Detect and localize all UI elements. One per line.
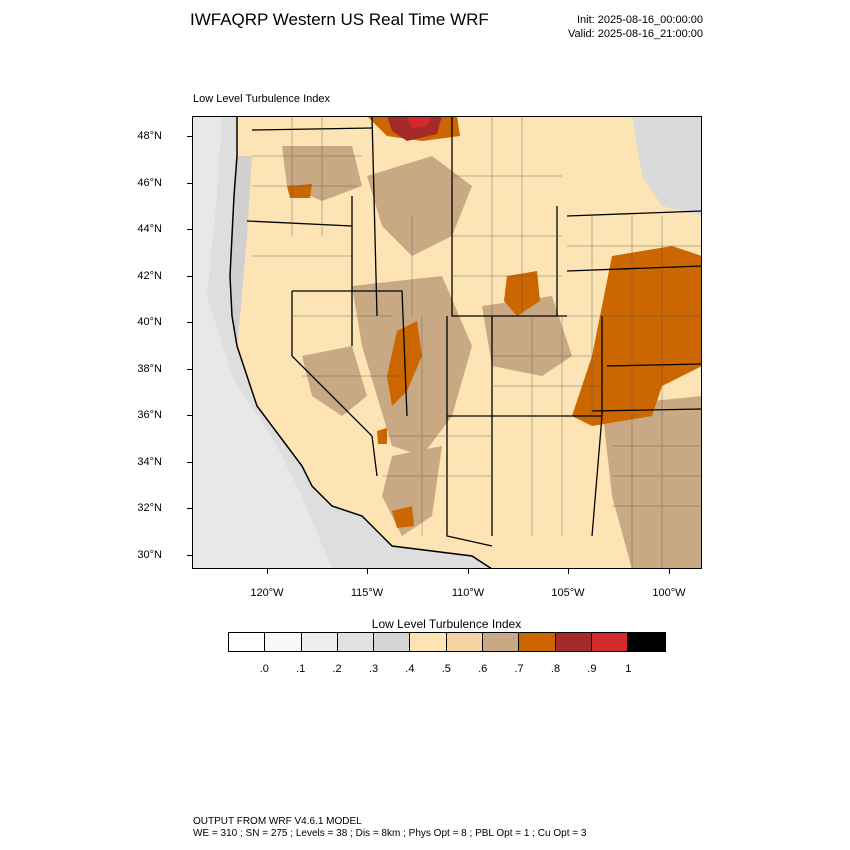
colorbar-label: .8 xyxy=(550,663,561,675)
lat-tick xyxy=(187,369,192,370)
colorbar-box xyxy=(483,633,520,651)
colorbar-box xyxy=(446,633,484,651)
lon-tick xyxy=(367,569,368,574)
lat-label-36: 36°N xyxy=(137,409,162,421)
lat-label-46: 46°N xyxy=(137,177,162,189)
footer-model: OUTPUT FROM WRF V4.6.1 MODEL xyxy=(193,816,362,827)
lat-tick xyxy=(187,508,192,509)
lon-tick xyxy=(267,569,268,574)
wy-mt-border xyxy=(451,116,567,317)
colorbar-label: .1 xyxy=(296,663,306,675)
or-south-border xyxy=(246,220,353,227)
footer-settings: WE = 310 ; SN = 275 ; Levels = 38 ; Dis … xyxy=(193,828,587,839)
lat-tick xyxy=(187,183,192,184)
patch-09-montana xyxy=(407,116,432,128)
colorbar-label: 1 xyxy=(625,663,632,675)
lon-label-115: 115°W xyxy=(350,587,384,599)
wa-north-border xyxy=(251,127,373,131)
ks-ok-border xyxy=(591,408,702,412)
coastal-gray xyxy=(230,156,252,346)
coastline xyxy=(229,116,493,569)
plot-title: IWFAQRP Western US Real Time WRF xyxy=(190,10,489,29)
map-field-label: Low Level Turbulence Index xyxy=(193,93,330,105)
patch-07-kansas xyxy=(572,246,702,426)
colorbar-box xyxy=(265,633,302,651)
lon-label-120: 120°W xyxy=(250,587,284,599)
az-nm-border xyxy=(446,316,493,547)
ne-ks-border xyxy=(606,363,702,367)
colorbar-box xyxy=(410,633,447,651)
sd-ne-border2 xyxy=(566,265,702,272)
lon-label-110: 110°W xyxy=(451,587,485,599)
colorbar-box xyxy=(555,633,592,651)
lon-label-100: 100°W xyxy=(652,587,686,599)
map-frame xyxy=(192,116,702,569)
colorbar-box xyxy=(628,633,665,651)
lat-label-42: 42°N xyxy=(137,270,162,282)
colorbar-box xyxy=(301,633,338,651)
patch-06-idaho xyxy=(367,156,472,256)
lat-label-40: 40°N xyxy=(137,316,162,328)
ks-co-border xyxy=(591,316,603,537)
northeast-gray xyxy=(632,116,702,216)
state-boundaries xyxy=(246,116,702,547)
colorbar-label: .5 xyxy=(441,663,451,675)
lon-tick xyxy=(468,569,469,574)
lat-label-32: 32°N xyxy=(137,502,162,514)
id-east-border xyxy=(371,116,378,317)
colorbar-box xyxy=(591,633,629,651)
colorbar-title: Low Level Turbulence Index xyxy=(371,617,522,631)
colorbar-box xyxy=(374,633,411,651)
lat-label-38: 38°N xyxy=(137,363,162,375)
county-lines xyxy=(252,116,702,569)
colorbar-label: .2 xyxy=(332,663,342,675)
colorbar-label: .9 xyxy=(587,663,597,675)
patch-06-sierra xyxy=(302,346,367,416)
colorbar-label: .3 xyxy=(368,663,379,675)
lat-tick xyxy=(187,555,192,556)
nv-border xyxy=(292,290,408,417)
lat-label-30: 30°N xyxy=(137,549,162,561)
lat-label-48: 48°N xyxy=(137,130,162,142)
lon-label-105: 105°W xyxy=(551,587,585,599)
colorbar-box xyxy=(519,633,556,651)
lat-tick xyxy=(187,136,192,137)
patch-07-az-south xyxy=(392,506,414,528)
colorbar-box xyxy=(229,633,266,651)
colorbar-box xyxy=(337,633,375,651)
lon-tick xyxy=(568,569,569,574)
lat-label-44: 44°N xyxy=(137,223,162,235)
lat-tick xyxy=(187,276,192,277)
lat-tick xyxy=(187,415,192,416)
colorbar xyxy=(228,632,666,652)
nd-sd-border xyxy=(566,210,702,217)
ca-nv-border xyxy=(291,291,378,477)
lat-label-34: 34°N xyxy=(137,456,162,468)
colorbar-label: .4 xyxy=(405,663,415,675)
lat-tick xyxy=(187,229,192,230)
map-panel xyxy=(192,116,702,569)
lon-tick xyxy=(669,569,670,574)
colorbar-label: .6 xyxy=(478,663,488,675)
patch-07-oregon xyxy=(287,184,312,198)
ocean-shading xyxy=(192,116,332,569)
lat-tick xyxy=(187,462,192,463)
patch-06-south-plains xyxy=(602,396,702,569)
map-canvas xyxy=(192,116,702,569)
colorbar-label: .7 xyxy=(514,663,524,675)
colorbar-label: .0 xyxy=(259,663,269,675)
init-time: Init: 2025-08-16_00:00:00 xyxy=(577,14,703,26)
valid-time: Valid: 2025-08-16_21:00:00 xyxy=(568,28,703,40)
lat-tick xyxy=(187,322,192,323)
